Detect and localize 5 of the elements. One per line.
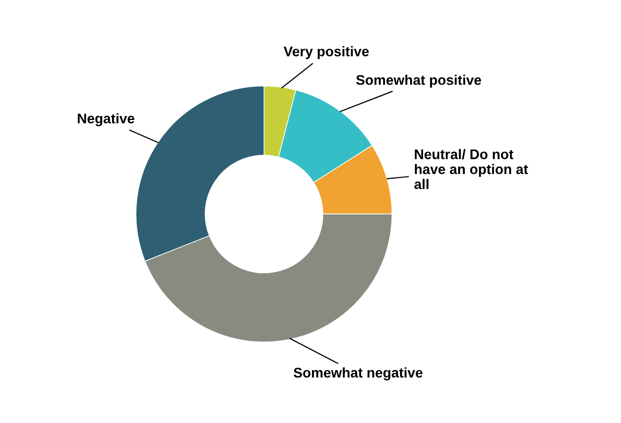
slice-label: Very positive — [284, 46, 369, 60]
slice-label: Somewhat positive — [356, 74, 482, 88]
slice-label: Somewhat negative — [294, 367, 422, 380]
slice-label: Negative — [78, 113, 134, 126]
slice-label: Neutral/ Do not have an option at all — [414, 149, 528, 190]
